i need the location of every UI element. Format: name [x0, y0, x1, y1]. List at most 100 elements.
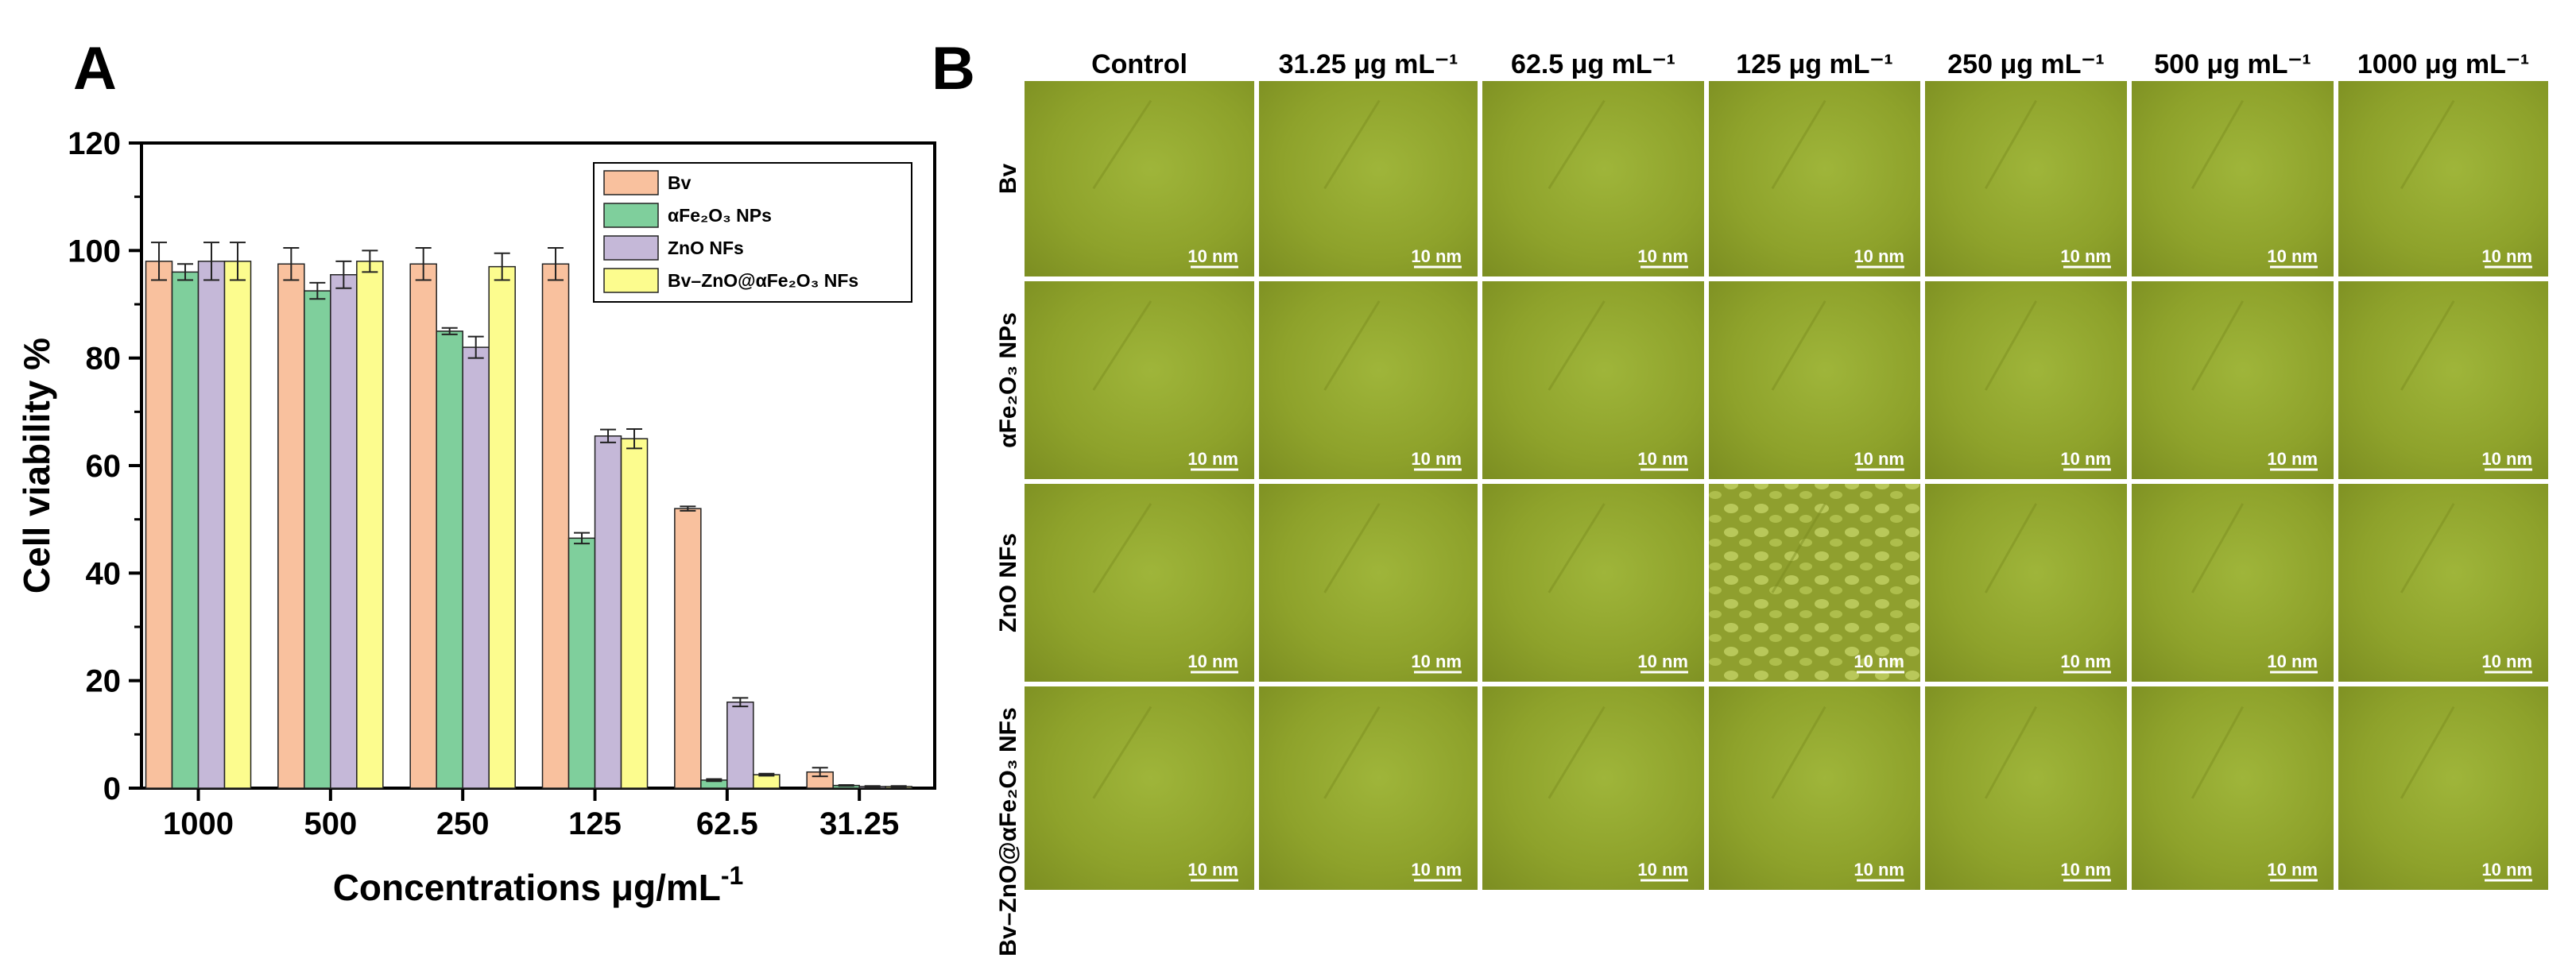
- tile-texture: [1092, 99, 1152, 190]
- y-tick-label: 80: [86, 342, 122, 377]
- scale-bar-label: 10 nm: [1637, 860, 1688, 880]
- bar: [726, 701, 754, 789]
- micrograph-tile: [1925, 281, 2127, 479]
- micrograph-tile: [1709, 686, 1920, 890]
- panel-label-b: B: [932, 35, 975, 102]
- bar: [436, 331, 463, 789]
- tile-texture: [2400, 503, 2455, 593]
- tile-texture: [1771, 300, 1826, 391]
- tile-texture: [1771, 503, 1826, 593]
- bar-series: [145, 261, 912, 789]
- bar: [330, 274, 358, 789]
- tile-texture: [1984, 300, 2038, 391]
- bar: [753, 774, 781, 789]
- tile-texture: [1771, 706, 1826, 799]
- x-tick-label: 62.5: [696, 806, 758, 841]
- bar: [171, 271, 199, 789]
- tile-texture: [2400, 706, 2455, 799]
- scale-bar-label: 10 nm: [2481, 651, 2532, 671]
- scale-bar-label: 10 nm: [1187, 860, 1238, 880]
- scale-bar-label: 10 nm: [2481, 246, 2532, 266]
- micrograph-tile: [1025, 281, 1254, 479]
- x-tick-label: 500: [304, 806, 357, 841]
- bar: [541, 263, 570, 789]
- y-tick-label: 100: [68, 234, 121, 269]
- micrograph-tile: [2132, 686, 2334, 890]
- tile-texture: [1548, 99, 1606, 190]
- scale-bar-label: 10 nm: [2060, 246, 2111, 266]
- micrograph-tile: [1482, 281, 1704, 479]
- tile-texture: [2191, 300, 2245, 391]
- micrograph-tile: [2338, 484, 2548, 682]
- micrograph-tile: [1925, 81, 2127, 276]
- y-tick-label: 20: [86, 664, 122, 699]
- bar: [197, 261, 226, 789]
- tile-texture: [2400, 300, 2455, 391]
- tile-texture: [1548, 706, 1606, 799]
- tile-texture: [1984, 99, 2038, 190]
- scale-bar-label: 10 nm: [1854, 860, 1904, 880]
- micrograph-tile: [1709, 281, 1920, 479]
- tile-texture: [1771, 99, 1826, 190]
- scale-bar-label: 10 nm: [1854, 449, 1904, 469]
- row-label: αFe₂O₃ NPs: [995, 312, 1021, 448]
- legend-swatch: [603, 170, 659, 195]
- micrograph-tile: [1925, 484, 2127, 682]
- tile-texture: [1092, 503, 1152, 593]
- tile-texture: [1092, 300, 1152, 391]
- legend-swatch: [603, 235, 659, 261]
- scale-bar-label: 10 nm: [1187, 449, 1238, 469]
- tile-texture: [1984, 706, 2038, 799]
- bar: [409, 263, 437, 789]
- bar-chart: 0 20 40 60 80 100 120 1000 500 250 125 62.5 31.25 C…: [16, 126, 936, 908]
- tile-texture: [1323, 300, 1381, 391]
- micrograph-tile: [1025, 484, 1254, 682]
- x-axis-label-text: Concentrations μg/mL: [333, 867, 721, 908]
- micrograph-tile: [2338, 281, 2548, 479]
- scale-bar-label: 10 nm: [2060, 860, 2111, 880]
- row-label: Bv: [995, 164, 1021, 195]
- scale-bar-label: 10 nm: [1411, 449, 1462, 469]
- row-label: ZnO NFs: [995, 533, 1021, 632]
- scale-bar-label: 10 nm: [1411, 651, 1462, 671]
- micrograph-tile: [2132, 81, 2334, 276]
- x-axis-ticks: 1000 500 250 125 62.5 31.25: [163, 788, 899, 841]
- bar: [223, 261, 252, 789]
- micrograph-tile: [2338, 81, 2548, 276]
- column-header: 31.25 μg mL⁻¹: [1279, 49, 1458, 79]
- tile-texture: [2191, 99, 2245, 190]
- legend-swatch: [603, 203, 659, 228]
- legend-label: ZnO NFs: [668, 238, 744, 258]
- bar: [277, 263, 305, 789]
- scale-bar-label: 10 nm: [2060, 651, 2111, 671]
- micrograph-tile: [1025, 686, 1254, 890]
- tile-texture: [1548, 503, 1606, 593]
- x-axis-label-superscript: -1: [721, 861, 743, 890]
- legend-label: Bv–ZnO@αFe₂O₃ NFs: [668, 270, 858, 291]
- column-header: 1000 μg mL⁻¹: [2357, 49, 2529, 79]
- tile-texture: [1323, 99, 1381, 190]
- row-label: Bv–ZnO@αFe₂O₃ NFs: [995, 707, 1021, 955]
- tile-texture: [2400, 99, 2455, 190]
- column-header: 125 μg mL⁻¹: [1736, 49, 1892, 79]
- bar: [488, 265, 516, 789]
- error-bars: [151, 242, 907, 788]
- y-tick-label: 40: [86, 556, 122, 591]
- bar: [304, 290, 331, 789]
- tile-texture: [2191, 503, 2245, 593]
- bar: [567, 537, 596, 789]
- scale-bar-label: 10 nm: [2481, 860, 2532, 880]
- micrograph-tile: [1709, 81, 1920, 276]
- micrograph-tile: [1482, 686, 1704, 890]
- scale-bar-label: 10 nm: [2267, 860, 2318, 880]
- scale-bar-label: 10 nm: [2267, 449, 2318, 469]
- scale-bar-label: 10 nm: [1411, 246, 1462, 266]
- micrograph-tile: [1482, 81, 1704, 276]
- column-header: Control: [1091, 49, 1187, 79]
- tile-texture: [1323, 706, 1381, 799]
- micrograph-tile: [1482, 484, 1704, 682]
- bar: [674, 508, 702, 789]
- legend-label: αFe₂O₃ NPs: [668, 205, 772, 226]
- x-tick-label: 31.25: [819, 806, 899, 841]
- legend: Bv αFe₂O₃ NPs ZnO NFs Bv–ZnO@αFe₂O₃ NFs: [593, 162, 912, 303]
